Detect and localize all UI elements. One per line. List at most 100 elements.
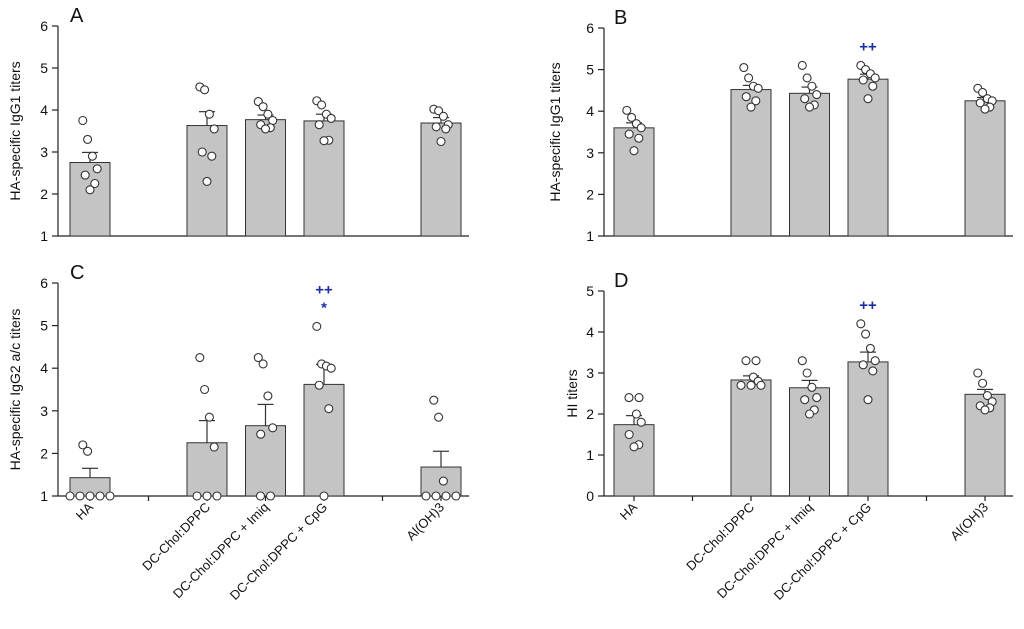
data-point [326,363,336,373]
data-point [200,85,210,95]
data-point [736,380,746,390]
data-point [746,380,756,390]
data-point [434,412,444,422]
bar [789,92,830,237]
x-tick-label: Al(OH)3 [947,500,991,544]
data-point [863,395,873,405]
data-point [804,102,815,112]
data-point [634,393,644,403]
data-point [868,366,878,376]
data-point [202,176,212,186]
data-point [807,81,817,91]
data-point [751,96,761,106]
data-point [83,134,93,144]
data-point [756,380,766,390]
data-point [436,136,446,147]
data-point [804,409,815,419]
bar [847,78,889,237]
y-tick-label: 2 [586,406,594,422]
y-tick-label: 3 [586,145,594,161]
data-point [195,352,205,363]
data-point [978,87,988,98]
data-point [624,429,634,440]
data-point [92,164,102,174]
data-point [319,136,329,146]
bar [613,424,655,497]
y-tick-label: 3 [40,144,48,160]
data-point [204,412,214,422]
data-point [800,94,810,104]
data-point [634,133,644,143]
y-tick-label: 1 [586,228,594,244]
data-point [429,395,439,405]
panel-letter: A [70,5,84,27]
data-point [753,83,763,93]
data-point [856,319,866,329]
data-point [739,62,749,73]
significance-marker: ++ [315,281,333,298]
panel-letter: C [70,262,84,284]
data-point [197,147,207,157]
data-point [90,178,100,189]
y-tick-label: 4 [586,103,594,119]
x-tick-label: Al(OH)3 [403,500,447,544]
y-tick-label: 5 [586,283,594,299]
data-point [314,120,324,130]
data-point [797,60,807,70]
data-point [260,124,271,134]
bar [420,466,462,497]
data-point [807,382,817,392]
data-point [858,360,868,370]
data-point [207,151,217,161]
data-point [451,491,461,501]
data-point [870,73,880,83]
y-tick-label: 3 [586,365,594,381]
data-point [326,113,336,123]
significance-marker: ++ [859,297,877,314]
y-tick-label: 6 [40,275,48,291]
data-point [258,102,268,112]
data-point [812,393,822,403]
data-point [973,368,983,378]
y-tick-label: 4 [40,102,48,118]
y-tick-label: 4 [586,324,594,340]
data-point [441,124,451,134]
data-point [256,429,266,439]
significance-marker: ++ [859,38,877,55]
y-tick-label: 1 [40,488,48,504]
y-axis-label: HA-specific IgG2 a/c titers [7,309,23,471]
data-point [982,390,992,401]
data-point [263,109,273,119]
data-point [212,491,222,501]
data-point [438,476,448,486]
y-axis-label: HA-specific IgG1 titers [547,62,563,201]
data-point [431,491,441,501]
bar [847,361,889,497]
data-point [858,75,868,85]
data-point [627,112,637,122]
y-tick-label: 3 [40,403,48,419]
x-tick-label: DC-Chol:DPPC + CpG [227,500,330,603]
y-tick-label: 1 [40,228,48,244]
bar [789,387,830,497]
data-point [868,81,878,91]
bar [186,442,228,497]
data-point [624,129,634,139]
data-point [78,115,88,126]
panel-a: A HA-specific IgG1 titers 1 2 3 4 5 6 [7,5,469,244]
y-tick-label: 5 [40,318,48,334]
x-tick-label: DC-Chol:DPPC + CpG [771,500,874,603]
y-axis-label: HI titers [564,369,580,417]
data-point [421,491,431,501]
y-tick-label: 5 [586,62,594,78]
data-point [317,100,327,110]
y-tick-label: 0 [586,488,594,504]
data-point [746,102,756,112]
data-point [622,105,632,115]
data-point [741,356,751,366]
y-tick-label: 2 [40,445,48,461]
data-point [751,356,761,366]
data-point [802,73,812,83]
